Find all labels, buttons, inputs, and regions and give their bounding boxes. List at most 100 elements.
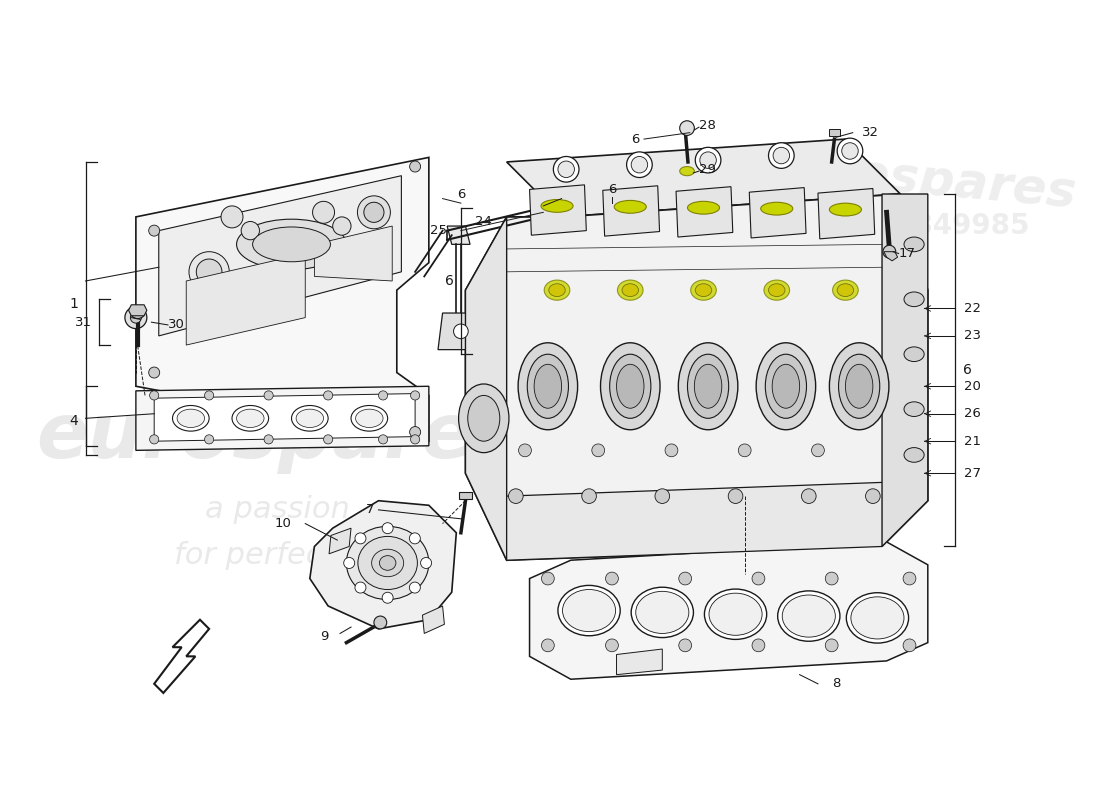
Circle shape xyxy=(541,572,554,585)
Polygon shape xyxy=(507,482,927,560)
Ellipse shape xyxy=(621,284,638,297)
Ellipse shape xyxy=(688,202,719,214)
Ellipse shape xyxy=(846,593,909,643)
Ellipse shape xyxy=(617,280,643,300)
Circle shape xyxy=(148,367,159,378)
Circle shape xyxy=(410,391,420,400)
Text: 20: 20 xyxy=(965,380,981,393)
Polygon shape xyxy=(158,176,402,336)
Ellipse shape xyxy=(549,284,565,297)
Circle shape xyxy=(558,161,574,178)
Circle shape xyxy=(264,434,273,444)
Ellipse shape xyxy=(904,402,924,417)
Text: 26: 26 xyxy=(965,407,981,420)
Ellipse shape xyxy=(704,589,767,639)
Ellipse shape xyxy=(761,202,793,215)
Text: 23: 23 xyxy=(965,330,981,342)
Circle shape xyxy=(700,152,716,168)
Circle shape xyxy=(802,489,816,503)
Polygon shape xyxy=(154,394,415,441)
Circle shape xyxy=(679,572,692,585)
Polygon shape xyxy=(329,528,351,554)
Text: 7: 7 xyxy=(365,503,374,516)
Polygon shape xyxy=(186,254,306,345)
Circle shape xyxy=(903,572,916,585)
Ellipse shape xyxy=(636,591,689,634)
Text: 31: 31 xyxy=(75,316,92,329)
Ellipse shape xyxy=(851,597,904,639)
Circle shape xyxy=(410,434,420,444)
Polygon shape xyxy=(884,252,898,261)
Polygon shape xyxy=(459,491,472,499)
Circle shape xyxy=(205,391,213,400)
Ellipse shape xyxy=(691,280,716,300)
Ellipse shape xyxy=(631,587,693,638)
Ellipse shape xyxy=(772,364,800,408)
Circle shape xyxy=(382,592,393,603)
Ellipse shape xyxy=(688,354,728,418)
Polygon shape xyxy=(465,194,927,560)
Polygon shape xyxy=(448,226,470,244)
Circle shape xyxy=(769,142,794,168)
Polygon shape xyxy=(818,189,874,239)
Text: 22: 22 xyxy=(965,302,981,315)
Polygon shape xyxy=(529,542,927,679)
Circle shape xyxy=(518,444,531,457)
Ellipse shape xyxy=(527,354,569,418)
Polygon shape xyxy=(310,501,456,629)
Circle shape xyxy=(842,142,858,159)
Text: eurospares: eurospares xyxy=(36,400,519,474)
Ellipse shape xyxy=(253,227,330,262)
Polygon shape xyxy=(129,305,147,316)
Circle shape xyxy=(752,572,764,585)
Polygon shape xyxy=(529,185,586,235)
Text: 29: 29 xyxy=(698,162,716,176)
Text: eurospares: eurospares xyxy=(759,142,1078,218)
Circle shape xyxy=(541,639,554,652)
Ellipse shape xyxy=(541,199,573,212)
Circle shape xyxy=(125,306,147,329)
Circle shape xyxy=(738,444,751,457)
Polygon shape xyxy=(507,139,900,217)
Ellipse shape xyxy=(518,342,578,430)
Text: 6: 6 xyxy=(630,133,639,146)
Ellipse shape xyxy=(292,406,328,431)
Ellipse shape xyxy=(173,406,209,431)
Ellipse shape xyxy=(177,409,205,427)
Circle shape xyxy=(355,533,366,544)
Ellipse shape xyxy=(562,590,616,632)
Text: 8: 8 xyxy=(832,678,840,690)
Circle shape xyxy=(728,489,743,503)
Circle shape xyxy=(752,639,764,652)
Circle shape xyxy=(679,639,692,652)
Ellipse shape xyxy=(766,354,806,418)
Circle shape xyxy=(131,312,142,323)
Circle shape xyxy=(695,147,721,173)
Circle shape xyxy=(453,324,469,338)
Circle shape xyxy=(409,582,420,593)
Circle shape xyxy=(355,582,366,593)
Ellipse shape xyxy=(236,219,346,270)
Text: 4: 4 xyxy=(69,414,78,427)
Ellipse shape xyxy=(710,593,762,635)
Ellipse shape xyxy=(829,203,861,216)
Text: 17: 17 xyxy=(899,247,915,260)
Ellipse shape xyxy=(904,448,924,462)
Polygon shape xyxy=(465,217,507,560)
Polygon shape xyxy=(676,186,733,237)
Circle shape xyxy=(323,391,332,400)
Polygon shape xyxy=(438,313,484,350)
Ellipse shape xyxy=(601,342,660,430)
Circle shape xyxy=(631,157,648,173)
Text: 6: 6 xyxy=(608,183,616,196)
Ellipse shape xyxy=(837,284,854,297)
Circle shape xyxy=(358,196,390,229)
Circle shape xyxy=(148,225,159,236)
Ellipse shape xyxy=(544,280,570,300)
Circle shape xyxy=(883,246,895,258)
Ellipse shape xyxy=(756,342,816,430)
Text: 24: 24 xyxy=(475,215,492,228)
Circle shape xyxy=(364,202,384,222)
Text: 10: 10 xyxy=(275,517,292,530)
Ellipse shape xyxy=(778,591,840,642)
